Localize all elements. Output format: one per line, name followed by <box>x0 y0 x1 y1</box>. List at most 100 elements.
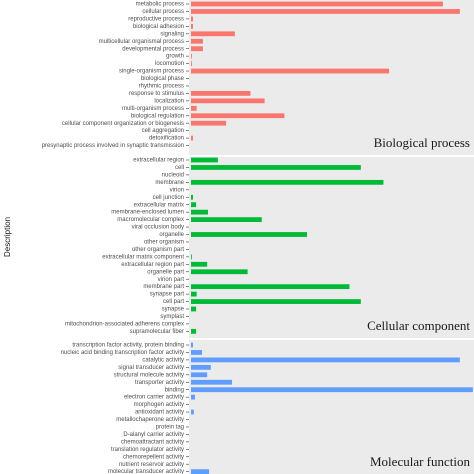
bar <box>191 53 192 59</box>
bar <box>191 291 197 297</box>
bar <box>191 394 195 400</box>
bar <box>191 98 265 104</box>
category-label: transcription factor activity, protein b… <box>72 343 184 349</box>
category-label: biological adhesion <box>133 24 184 30</box>
category-label: biological regulation <box>131 113 184 119</box>
category-label: presynaptic process involved in synaptic… <box>42 143 184 149</box>
category-label: membrane-enclosed lumen <box>111 210 184 216</box>
panel-background <box>189 157 474 338</box>
category-label: metabolic process <box>136 2 184 8</box>
category-label: multicellular organismal process <box>99 39 184 45</box>
bar <box>191 379 233 385</box>
bar <box>191 157 218 163</box>
category-label: membrane part <box>143 284 184 290</box>
category-label: synapse <box>162 307 185 313</box>
facet-label: Molecular function <box>370 454 470 469</box>
category-label: detoxification <box>149 136 184 142</box>
bar <box>191 232 308 237</box>
category-label: rhythmic process <box>139 84 184 90</box>
category-label: virion part <box>158 277 185 283</box>
bar <box>191 328 197 334</box>
bar <box>191 261 208 267</box>
category-label: response to stimulus <box>129 91 184 97</box>
category-label: cell <box>175 165 184 171</box>
category-label: cellular component organization or bioge… <box>62 121 184 127</box>
bar <box>191 350 203 355</box>
category-label: developmental process <box>122 46 184 52</box>
category-label: biological phase <box>141 76 185 82</box>
y-axis-label: Description <box>3 217 12 257</box>
bar <box>191 269 248 275</box>
category-label: supramolecular fiber <box>130 329 184 335</box>
category-label: binding <box>165 387 184 393</box>
category-label: reproductive process <box>128 16 184 22</box>
bar <box>191 9 460 14</box>
bar <box>191 306 197 312</box>
category-label: translation regulator activity <box>111 447 184 453</box>
category-label: molecular transducer activity <box>108 469 184 474</box>
category-label: nutrient reservoir activity <box>119 462 184 468</box>
category-label: cell part <box>163 299 184 305</box>
category-label: locomotion <box>155 61 184 67</box>
bar <box>191 165 361 170</box>
category-label: organelle <box>159 232 184 238</box>
category-label: cell junction <box>153 195 184 201</box>
category-label: localization <box>154 98 184 104</box>
category-label: cell aggregation <box>142 128 184 134</box>
bar <box>191 68 390 74</box>
category-label: antioxidant activity <box>135 410 184 416</box>
category-label: metallochaperone activity <box>116 417 184 423</box>
category-label: mitochondrion-associated adherens comple… <box>65 321 184 327</box>
bar <box>191 202 197 208</box>
bar <box>191 469 210 474</box>
category-label: viral occlusion body <box>132 225 184 231</box>
category-label: electron carrier activity <box>124 395 184 401</box>
bar <box>191 364 211 370</box>
bar <box>191 217 262 222</box>
facet-label: Biological process <box>374 135 470 150</box>
category-label: membrane <box>155 180 184 186</box>
category-label: extracellular matrix <box>134 202 184 208</box>
category-label: virion <box>170 187 184 193</box>
category-label: single-organism process <box>119 69 184 75</box>
bar <box>191 91 251 96</box>
bar <box>191 342 193 348</box>
panel-background <box>189 0 474 155</box>
bar <box>191 23 193 29</box>
panel-background <box>189 340 474 474</box>
bar <box>191 299 361 304</box>
bar <box>191 284 350 290</box>
bar <box>191 409 194 415</box>
category-label: other organism part <box>132 247 184 253</box>
category-label: extracellular region part <box>121 262 184 268</box>
category-label: multi-organism process <box>122 106 184 112</box>
bar <box>191 372 208 378</box>
facet-label: Cellular component <box>367 318 470 333</box>
bar <box>191 387 473 393</box>
bar <box>191 105 197 111</box>
category-label: catalytic activity <box>142 357 184 363</box>
bar <box>191 254 192 260</box>
category-label: chemorepellent activity <box>123 454 184 460</box>
bar <box>191 61 192 66</box>
bar <box>191 179 384 185</box>
category-label: organelle part <box>147 269 184 275</box>
category-label: nucleoid <box>162 172 184 178</box>
category-label: chemoattractant activity <box>121 439 184 445</box>
category-label: extracellular region <box>133 158 184 164</box>
category-label: structural molecule activity <box>114 372 184 378</box>
bar <box>191 16 193 22</box>
category-label: other organism <box>144 240 184 246</box>
bar <box>191 31 235 37</box>
category-label: protein tag <box>156 425 184 431</box>
bar <box>191 209 208 215</box>
category-label: macromolecular complex <box>117 217 184 223</box>
bar <box>191 38 203 44</box>
bar <box>191 357 460 363</box>
category-label: nucleic acid binding transcription facto… <box>61 350 184 356</box>
bar <box>191 194 193 200</box>
bar <box>191 46 203 52</box>
category-label: synapse part <box>150 292 185 298</box>
category-label: signal transducer activity <box>118 365 184 371</box>
